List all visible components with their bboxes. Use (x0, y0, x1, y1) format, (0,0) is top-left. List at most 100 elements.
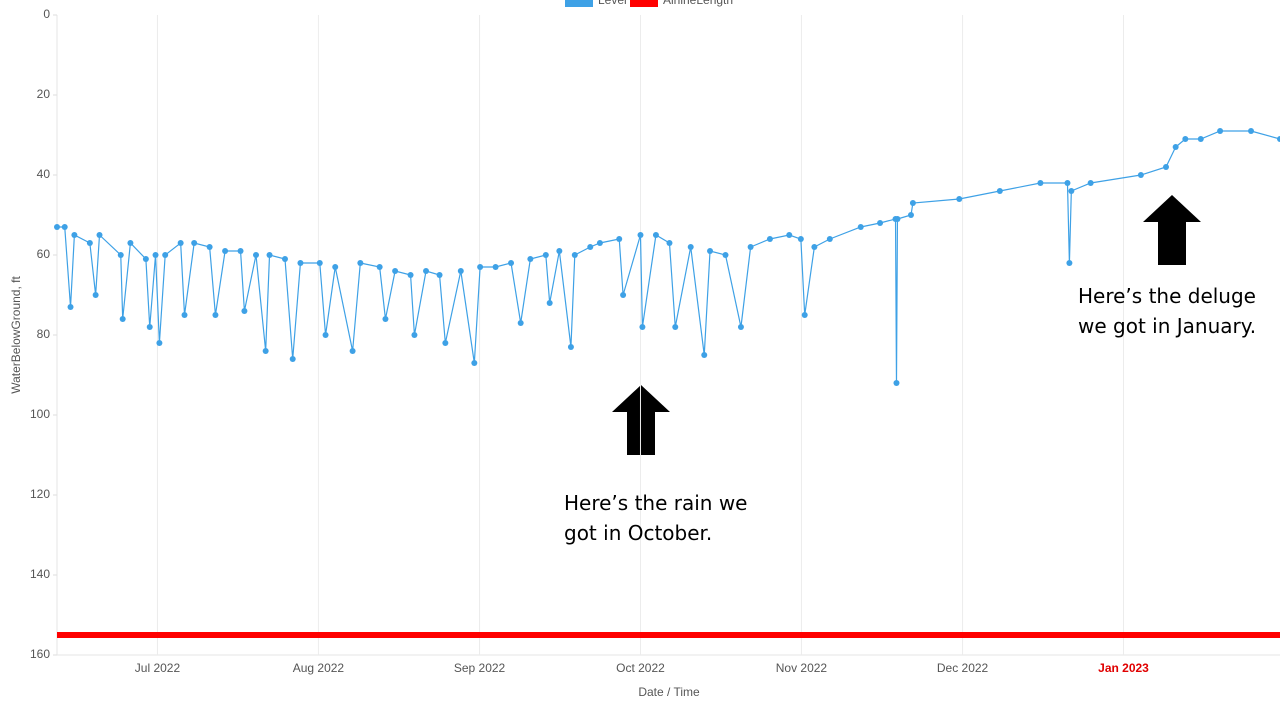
data-point (266, 252, 273, 258)
data-point (894, 216, 901, 222)
data-point (556, 248, 563, 254)
data-point (1064, 180, 1071, 186)
y-tick-label: 120 (30, 487, 50, 501)
data-point (253, 252, 260, 258)
data-point (620, 292, 627, 298)
y-tick-label: 20 (37, 87, 51, 101)
legend-swatch (565, 0, 593, 7)
data-point (222, 248, 229, 254)
data-point (262, 348, 269, 354)
data-point (1137, 172, 1144, 178)
data-point (86, 240, 93, 246)
y-tick-label: 0 (43, 7, 50, 21)
data-point (909, 200, 916, 206)
data-point (707, 248, 714, 254)
data-point (177, 240, 184, 246)
x-tick-label: Dec 2022 (937, 661, 989, 675)
data-point (637, 232, 644, 238)
data-point (567, 344, 574, 350)
data-point (1277, 136, 1280, 142)
data-point (687, 244, 694, 250)
data-point (1037, 180, 1044, 186)
data-point (666, 240, 673, 246)
data-point (92, 292, 99, 298)
data-point (181, 312, 188, 318)
data-point (281, 256, 288, 262)
data-point (392, 268, 399, 274)
data-point (162, 252, 169, 258)
data-point (616, 236, 623, 242)
x-tick-label: Nov 2022 (776, 661, 828, 675)
data-point (436, 272, 443, 278)
data-point (297, 260, 304, 266)
data-point (672, 324, 679, 330)
x-tick-label: Oct 2022 (616, 661, 665, 675)
data-point (96, 232, 103, 238)
data-point (587, 244, 594, 250)
data-point (146, 324, 153, 330)
data-point (1066, 260, 1073, 266)
data-point (316, 260, 323, 266)
data-point (237, 248, 244, 254)
y-axis-label: WaterBelowGround, ft (9, 276, 23, 394)
data-point (907, 212, 914, 218)
data-point (61, 224, 68, 230)
data-point (996, 188, 1003, 194)
data-point (786, 232, 793, 238)
data-point (508, 260, 515, 266)
data-point (801, 312, 808, 318)
data-point (956, 196, 963, 202)
data-point (701, 352, 708, 358)
annotation: Here’s the deluge (1078, 284, 1256, 308)
data-point (811, 244, 818, 250)
data-point (376, 264, 383, 270)
data-point (1087, 180, 1094, 186)
data-point (332, 264, 339, 270)
data-point (322, 332, 329, 338)
data-point (546, 300, 553, 306)
data-point (411, 332, 418, 338)
data-point (54, 224, 60, 230)
series (54, 128, 1280, 386)
data-point (191, 240, 198, 246)
arrow (612, 195, 1201, 455)
data-point (492, 264, 499, 270)
data-point (477, 264, 484, 270)
data-point (737, 324, 744, 330)
data-point (857, 224, 864, 230)
data-point (797, 236, 804, 242)
data-point (457, 268, 464, 274)
data-point (241, 308, 248, 314)
data-point (542, 252, 549, 258)
data-point (517, 320, 524, 326)
annotation: Here’s the rain we (564, 491, 747, 515)
x-tick-label: Jul 2022 (135, 661, 181, 675)
data-point (289, 356, 296, 362)
data-point (117, 252, 124, 258)
data-point (119, 316, 126, 322)
data-point (142, 256, 149, 262)
data-point (71, 232, 78, 238)
data-point (877, 220, 884, 226)
x-tick-label: Jan 2023 (1098, 661, 1149, 675)
x-tick-label: Aug 2022 (293, 661, 345, 675)
y-tick-label: 40 (37, 167, 51, 181)
data-point (722, 252, 729, 258)
data-point (152, 252, 159, 258)
legend-label: AirlineLength (663, 0, 733, 7)
legend-label: Level (598, 0, 627, 7)
data-point (639, 324, 646, 330)
data-point (527, 256, 534, 262)
data-point (127, 240, 134, 246)
data-point (423, 268, 430, 274)
data-point (596, 240, 603, 246)
data-point (1163, 164, 1170, 170)
data-point (747, 244, 754, 250)
y-tick-label: 160 (30, 647, 50, 661)
data-point (357, 260, 364, 266)
data-point (349, 348, 356, 354)
data-point (826, 236, 833, 242)
data-point (67, 304, 74, 310)
